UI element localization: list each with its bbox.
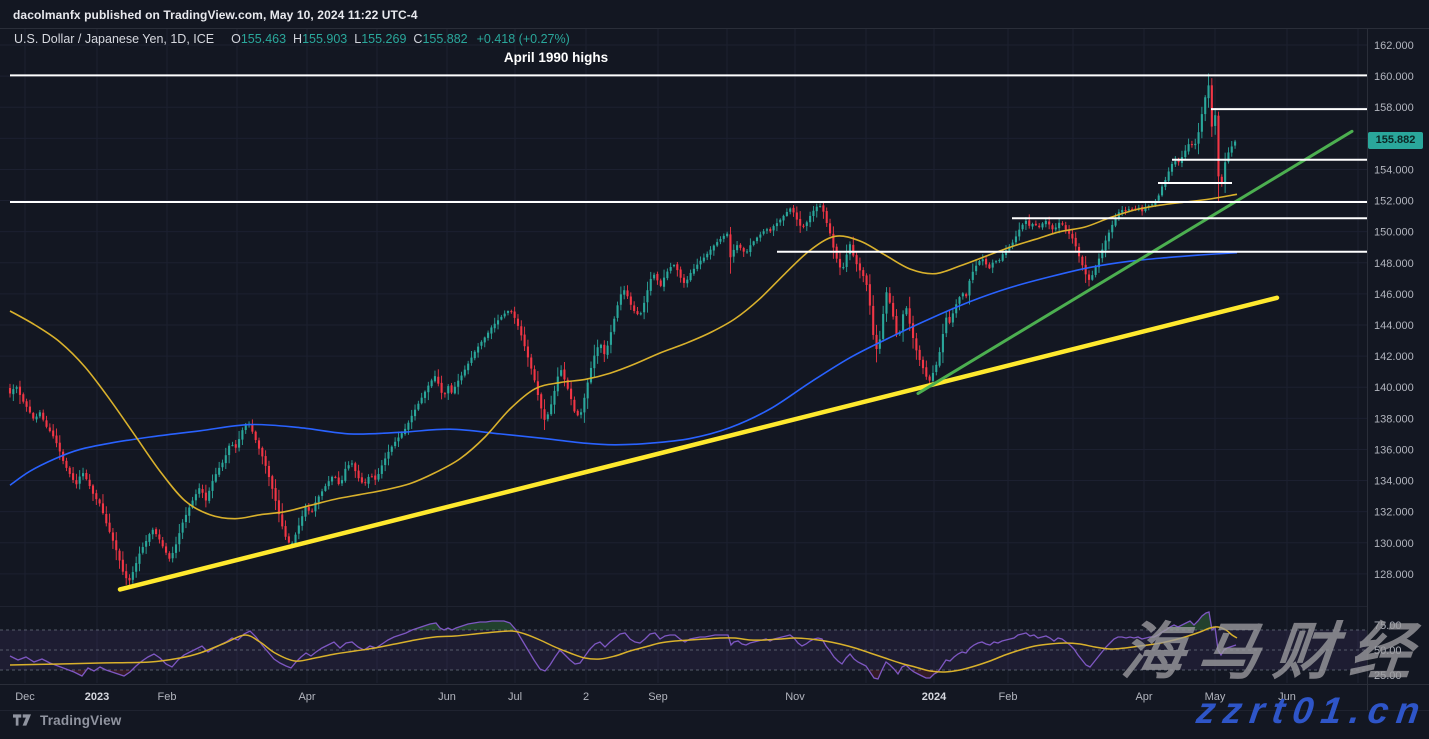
trendline-steep-green <box>916 129 1354 395</box>
high-label: H <box>293 32 303 46</box>
rsi-ma-line <box>9 626 1238 673</box>
low-label: L <box>354 32 362 46</box>
tradingview-logo-text: TradingView <box>40 712 122 728</box>
watermark-cjk: 海马财经 <box>1118 618 1429 687</box>
svg-text:162.000: 162.000 <box>1374 40 1414 52</box>
time-axis-labels: Dec 2023 Feb Apr Jun Jul 2 Sep Nov 2024 Feb Apr May J… <box>15 691 1296 703</box>
open-value: 155.463 <box>240 32 287 46</box>
svg-text:138.000: 138.000 <box>1374 413 1414 425</box>
svg-text:25.00: 25.00 <box>1374 670 1402 682</box>
svg-text:50.00: 50.00 <box>1374 645 1402 657</box>
svg-text:75.00: 75.00 <box>1374 620 1402 632</box>
svg-text:150.000: 150.000 <box>1374 227 1414 239</box>
svg-text:148.000: 148.000 <box>1374 258 1414 270</box>
candles-layer <box>8 73 1237 587</box>
open-label: O <box>231 32 241 46</box>
svg-text:Feb: Feb <box>999 691 1018 703</box>
svg-text:130.000: 130.000 <box>1374 538 1414 550</box>
close-label: C <box>413 32 423 46</box>
attribution-text: dacolmanfx published on TradingView.com,… <box>13 8 418 22</box>
svg-text:Dec: Dec <box>15 691 35 703</box>
ma-slow-blue <box>9 251 1238 486</box>
symbol-legend: U.S. Dollar / Japanese Yen, 1D, ICE O155.… <box>14 31 570 47</box>
svg-text:140.000: 140.000 <box>1374 382 1414 394</box>
low-value: 155.269 <box>361 32 407 46</box>
ma-fast-yellow <box>9 193 1238 520</box>
grid-layer <box>0 29 1367 683</box>
svg-text:Apr: Apr <box>1135 691 1152 703</box>
svg-text:146.000: 146.000 <box>1374 289 1414 301</box>
svg-text:158.000: 158.000 <box>1374 102 1414 114</box>
svg-text:Sep: Sep <box>648 691 668 703</box>
svg-text:Feb: Feb <box>158 691 177 703</box>
svg-text:144.000: 144.000 <box>1374 320 1414 332</box>
horizontal-levels <box>10 74 1367 253</box>
svg-text:Jul: Jul <box>508 691 522 703</box>
rsi-overbought-fill <box>412 612 1216 630</box>
svg-text:142.000: 142.000 <box>1374 351 1414 363</box>
tradingview-logo[interactable]: TradingView <box>13 711 121 729</box>
svg-text:132.000: 132.000 <box>1374 507 1414 519</box>
svg-text:Jun: Jun <box>438 691 456 703</box>
svg-text:2: 2 <box>583 691 589 703</box>
trendline-long-term-yellow <box>117 295 1280 592</box>
last-price-label: 155.882 <box>1368 132 1423 149</box>
symbol-title: U.S. Dollar / Japanese Yen, 1D, ICE <box>14 32 215 46</box>
svg-text:134.000: 134.000 <box>1374 476 1414 488</box>
svg-text:152.000: 152.000 <box>1374 196 1414 208</box>
attribution-bar: dacolmanfx published on TradingView.com,… <box>13 6 418 24</box>
tradingview-logo-icon <box>13 714 31 726</box>
svg-text:136.000: 136.000 <box>1374 444 1414 456</box>
annotation-april-1990-highs: April 1990 highs <box>503 50 609 65</box>
rsi-pane <box>0 611 1367 680</box>
svg-text:Jun: Jun <box>1278 691 1296 703</box>
close-value: 155.882 <box>422 32 468 46</box>
watermark-url: zzrt01.cn <box>1193 690 1429 731</box>
svg-text:128.000: 128.000 <box>1374 569 1414 581</box>
high-value: 155.903 <box>302 32 348 46</box>
svg-text:Nov: Nov <box>785 691 805 703</box>
svg-text:154.000: 154.000 <box>1374 164 1414 176</box>
svg-text:May: May <box>1205 691 1226 703</box>
rsi-line <box>9 611 1237 680</box>
svg-text:160.000: 160.000 <box>1374 71 1414 83</box>
svg-text:2024: 2024 <box>922 691 947 703</box>
svg-text:Apr: Apr <box>298 691 315 703</box>
price-axis[interactable] <box>1368 28 1429 684</box>
svg-text:2023: 2023 <box>85 691 109 703</box>
change-value: +0.418 (+0.27%) <box>476 32 570 46</box>
